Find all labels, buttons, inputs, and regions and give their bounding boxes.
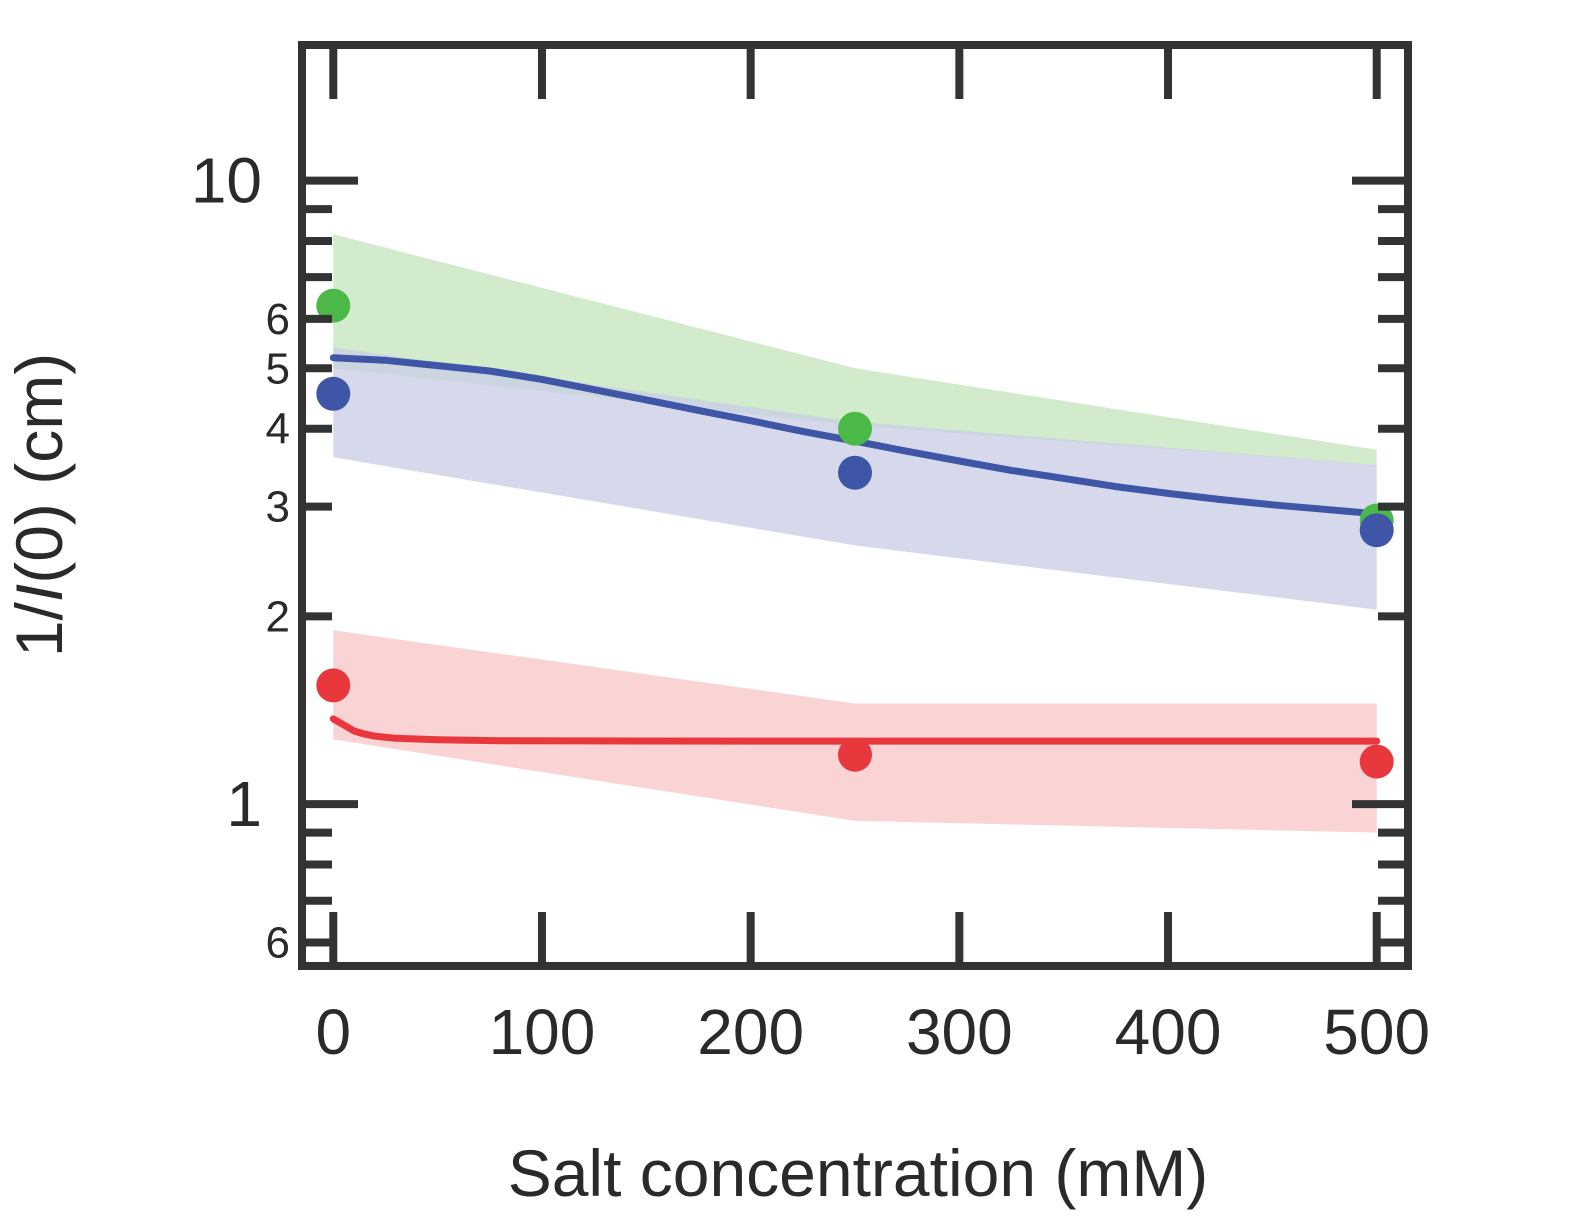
- y-major-tick-label: 10: [191, 145, 262, 217]
- y-minor-tick-label: 6: [266, 918, 290, 967]
- data-points: [316, 288, 1394, 779]
- x-tick-label: 200: [697, 996, 804, 1068]
- y-axis-title-prefix: 1/: [2, 601, 76, 657]
- point-green: [838, 411, 872, 446]
- point-green: [316, 288, 351, 323]
- plot-frame: [298, 41, 1412, 970]
- fit-line-red: [329, 715, 1381, 745]
- y-major-tick-label: 1: [226, 768, 262, 840]
- y-axis-title-suffix: (0) (cm): [2, 353, 76, 584]
- y-minor-tick-label: 2: [266, 592, 290, 641]
- y-minor-tick-label: 4: [266, 405, 290, 454]
- x-tick-label: 0: [316, 996, 352, 1068]
- point-blue: [316, 376, 351, 411]
- y-minor-tick-label: 3: [266, 483, 290, 532]
- point-red: [316, 668, 351, 703]
- point-blue: [1359, 513, 1394, 548]
- x-tick-label: 300: [906, 996, 1013, 1068]
- y-axis-title: 1/I(0) (cm): [2, 353, 76, 657]
- x-axis-title: Salt concentration (mM): [508, 1136, 1209, 1210]
- y-minor-tick-label: 6: [266, 295, 290, 344]
- x-tick-label: 100: [489, 996, 596, 1068]
- axis-ticks: [302, 45, 1408, 966]
- y-minor-tick-label: 5: [266, 344, 290, 393]
- point-red: [838, 737, 872, 772]
- x-tick-label: 500: [1323, 996, 1430, 1068]
- band-red: [333, 630, 1377, 833]
- point-blue: [838, 455, 872, 490]
- y-axis-title-italic: I: [2, 584, 76, 602]
- x-tick-label: 400: [1115, 996, 1222, 1068]
- point-red: [1359, 744, 1394, 779]
- x-tick-labels: 0 100 200 300 400 500: [316, 996, 1431, 1068]
